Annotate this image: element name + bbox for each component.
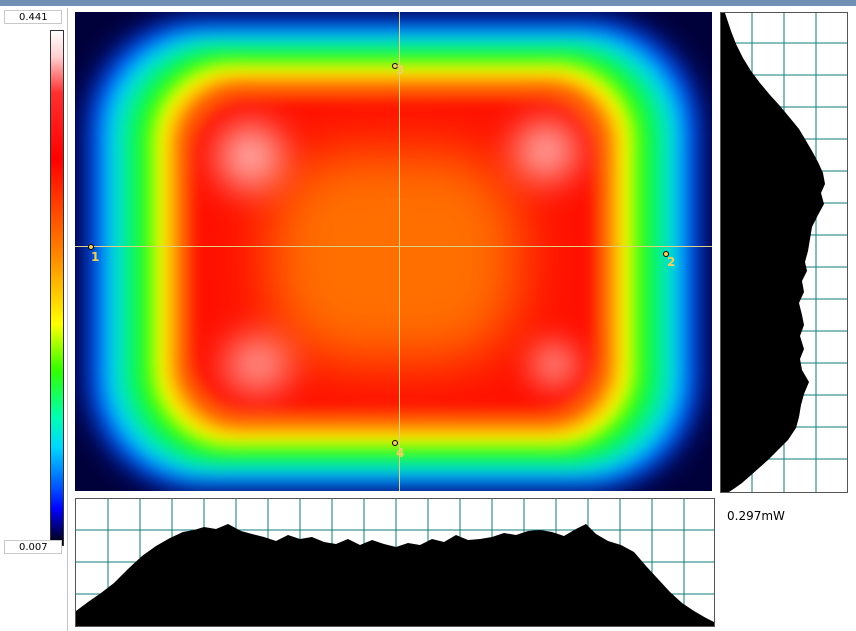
vertical-crosshair[interactable] [399, 12, 400, 491]
power-readout: 0.297mW [727, 509, 785, 523]
title-bar-strip [0, 0, 856, 6]
marker-2-label: 2 [667, 255, 676, 269]
marker-4-label: 4 [396, 446, 405, 460]
beam-profile-image[interactable] [75, 12, 712, 491]
scale-min-label: 0.007 [4, 540, 62, 554]
marker-3-dot[interactable] [392, 63, 398, 69]
marker-1-dot[interactable] [88, 244, 94, 250]
horizontal-profile-plot[interactable] [75, 498, 715, 627]
horizontal-crosshair[interactable] [75, 246, 712, 247]
color-scale-bar [50, 30, 64, 546]
marker-4-dot[interactable] [392, 440, 398, 446]
vertical-profile-plot[interactable] [720, 12, 848, 493]
horizontal-profile-fill [76, 524, 714, 626]
marker-3-label: 3 [396, 63, 405, 77]
scale-max-label: 0.441 [4, 10, 62, 24]
marker-1-label: 1 [91, 250, 100, 264]
vertical-profile-graph [721, 13, 847, 492]
vertical-profile-fill [721, 13, 825, 492]
color-scale-panel: 0.441 0.007 [0, 8, 68, 631]
marker-2-dot[interactable] [663, 251, 669, 257]
horizontal-profile-graph [76, 499, 714, 626]
